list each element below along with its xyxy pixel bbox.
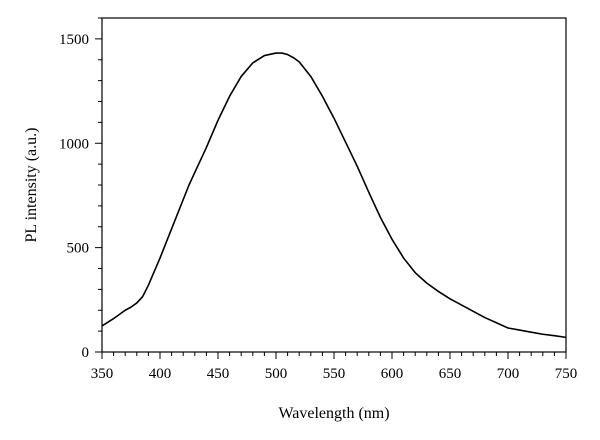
x-tick-label: 750 xyxy=(555,366,578,382)
y-tick-label: 1000 xyxy=(59,136,89,152)
series-layer xyxy=(101,52,567,339)
x-axis-label: Wavelength (nm) xyxy=(278,405,389,422)
x-tick-label: 650 xyxy=(439,366,462,382)
plot-frame xyxy=(101,17,567,353)
x-tick-label: 700 xyxy=(497,366,520,382)
x-tick-label: 500 xyxy=(265,366,288,382)
y-tick-label: 1500 xyxy=(59,32,89,48)
y-tick-label: 0 xyxy=(82,345,90,361)
x-tick-label: 350 xyxy=(91,366,114,382)
y-axis-label: PL intensity (a.u.) xyxy=(23,128,40,243)
x-axis: 350 400 450 500 550 600 650 700 750 xyxy=(91,352,578,382)
series-line-0 xyxy=(101,52,567,339)
x-tick-label: 400 xyxy=(149,366,172,382)
x-tick-label: 450 xyxy=(207,366,230,382)
x-tick-label: 600 xyxy=(381,366,404,382)
y-axis: 0 500 1000 1500 xyxy=(59,17,102,361)
y-tick-label: 500 xyxy=(67,241,90,257)
x-tick-label: 550 xyxy=(323,366,346,382)
